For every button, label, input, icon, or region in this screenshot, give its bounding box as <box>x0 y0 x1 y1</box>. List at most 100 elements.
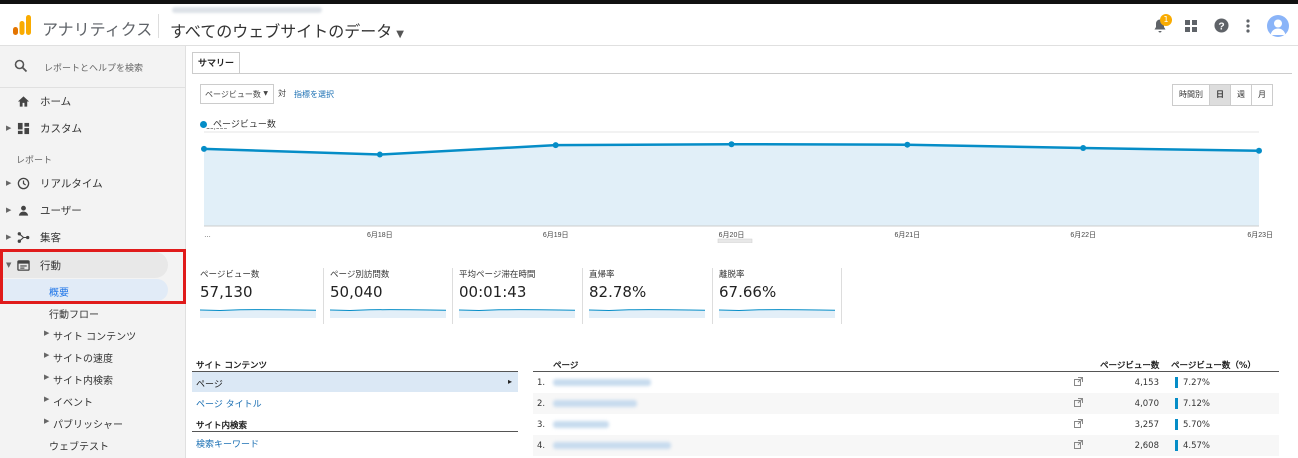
x-tick-label: … <box>204 232 211 239</box>
pageviews-chart: 10,0005,000…6月18日6月19日6月20日6月21日6月22日6月2… <box>201 128 1273 243</box>
sidebar-item-experiments[interactable]: ウェブテスト <box>0 433 186 455</box>
expand-arrow-icon: ▶ <box>6 179 12 187</box>
site-content-page-title-item[interactable]: ページ タイトル <box>192 392 518 412</box>
sidebar-item-behavior-flow[interactable]: 行動フロー <box>0 301 186 323</box>
x-tick-label: 6月18日 <box>367 231 393 239</box>
scorecard[interactable]: 平均ページ滞在時間 00:01:43 <box>459 268 585 324</box>
sidebar: レポートとヘルプを検索 ホーム ▶ カスタム レポート ▶ リアルタイム ▶ ユ… <box>0 46 186 458</box>
table-header-divider <box>533 371 1279 372</box>
scorecard-value: 00:01:43 <box>459 283 527 301</box>
account-name-blurred <box>172 7 322 13</box>
table-row[interactable]: 3. 3,257 5.70% <box>533 414 1279 435</box>
page-path-blurred[interactable] <box>553 379 651 386</box>
expand-arrow-icon: ▶ <box>44 417 50 425</box>
sidebar-item-label: ウェブテスト <box>49 442 109 453</box>
choose-metric-link[interactable]: 指標を選択 <box>294 90 334 99</box>
main-content: サマリー ページビュー数 ▼ 対 指標を選択 時間別 日 週 月 ページビュー数… <box>187 46 1298 458</box>
table-header-page: ページ <box>553 361 579 371</box>
scorecard-divider <box>841 268 842 324</box>
table-row[interactable]: 4. 2,608 4.57% <box>533 435 1279 456</box>
scorecard[interactable]: ページビュー数 57,130 <box>200 268 326 324</box>
expand-arrow-icon: ▶ <box>44 351 50 359</box>
data-point <box>904 141 911 148</box>
scorecard-value: 67.66% <box>719 283 777 301</box>
period-week-button[interactable]: 週 <box>1231 85 1252 105</box>
metric-select[interactable]: ページビュー数 ▼ <box>200 84 274 104</box>
period-hourly-button[interactable]: 時間別 <box>1173 85 1210 105</box>
caret-down-icon: ▼ <box>263 90 268 97</box>
scorecard[interactable]: 直帰率 82.78% <box>589 268 715 324</box>
apps-grid-icon[interactable] <box>1181 16 1201 36</box>
scorecard-divider <box>712 268 713 324</box>
scorecard-label: 離脱率 <box>719 270 745 280</box>
scorecard-sparkline <box>459 309 575 318</box>
scorecard-sparkline <box>200 309 316 318</box>
series-area <box>204 144 1259 226</box>
table-row[interactable]: 2. 4,070 7.12% <box>533 393 1279 414</box>
more-vert-icon[interactable] <box>1238 16 1258 36</box>
period-day-button[interactable]: 日 <box>1210 85 1231 105</box>
table-row[interactable]: 1. 4,153 7.27% <box>533 372 1279 393</box>
open-link-icon[interactable] <box>1074 377 1083 386</box>
site-content-divider <box>192 371 518 372</box>
expand-arrow-icon: ▶ <box>44 329 50 337</box>
home-icon <box>17 95 30 107</box>
sidebar-item-label: サイトの速度 <box>53 354 113 365</box>
site-search-keyword-link[interactable]: 検索キーワード <box>196 440 260 450</box>
scorecard[interactable]: ページ別訪問数 50,040 <box>330 268 456 324</box>
chart-resize-handle <box>717 238 753 243</box>
sidebar-item-events[interactable]: ▶ イベント <box>0 389 186 411</box>
sidebar-item-site-search[interactable]: ▶ サイト内検索 <box>0 367 186 389</box>
scorecard-sparkline <box>589 309 705 318</box>
sidebar-item-site-speed[interactable]: ▶ サイトの速度 <box>0 345 186 367</box>
scorecard-divider <box>323 268 324 324</box>
open-link-icon[interactable] <box>1074 419 1083 428</box>
header: アナリティクス すべてのウェブサイトのデータ ▼ 1 ? <box>0 4 1298 46</box>
row-pageviews: 4,070 <box>1134 399 1159 409</box>
y-tick-label: 10,000 <box>206 128 228 131</box>
sidebar-item-label: ユーザー <box>40 204 82 217</box>
data-point <box>552 142 559 149</box>
row-pct-bar <box>1175 377 1178 388</box>
table-header-pageviews: ページビュー数 <box>1100 361 1160 371</box>
page-path-blurred[interactable] <box>553 421 609 428</box>
open-link-icon[interactable] <box>1074 398 1083 407</box>
sidebar-item-acquisition[interactable]: ▶ 集客 <box>0 224 186 250</box>
sidebar-search[interactable]: レポートとヘルプを検索 <box>0 46 186 88</box>
row-pageviews: 2,608 <box>1134 441 1159 451</box>
open-link-icon[interactable] <box>1074 440 1083 449</box>
sidebar-item-label: 行動フロー <box>49 310 99 321</box>
site-content-page-item[interactable]: ページ ▸ <box>192 372 518 392</box>
sidebar-item-site-content[interactable]: ▶ サイト コンテンツ <box>0 323 186 345</box>
scorecard-sparkline <box>719 309 835 318</box>
avatar[interactable] <box>1267 15 1289 37</box>
sidebar-item-audience[interactable]: ▶ ユーザー <box>0 197 186 223</box>
expand-arrow-icon: ▶ <box>6 124 12 132</box>
row-pageviews: 4,153 <box>1134 378 1159 388</box>
page-path-blurred[interactable] <box>553 400 637 407</box>
row-index: 1. <box>537 378 546 388</box>
sidebar-item-behavior[interactable]: ▼ 行動 <box>0 252 168 278</box>
scorecard[interactable]: 離脱率 67.66% <box>719 268 845 324</box>
property-selector[interactable]: すべてのウェブサイトのデータ ▼ <box>170 18 404 42</box>
expand-arrow-icon: ▶ <box>44 395 50 403</box>
help-icon[interactable]: ? <box>1211 16 1231 36</box>
metric-select-value: ページビュー数 <box>205 90 261 99</box>
page-path-blurred[interactable] <box>553 442 671 449</box>
sidebar-item-behavior-overview[interactable]: 概要 <box>0 279 168 301</box>
sidebar-item-publisher[interactable]: ▶ パブリッシャー <box>0 411 186 433</box>
tab-summary[interactable]: サマリー <box>192 52 240 74</box>
row-pct-bar <box>1175 419 1178 430</box>
legend-label: ページビュー数 <box>213 120 276 130</box>
data-point <box>728 141 735 148</box>
sidebar-item-label: サイト コンテンツ <box>53 332 137 343</box>
period-month-button[interactable]: 月 <box>1252 85 1272 105</box>
chevron-right-icon: ▸ <box>507 377 512 386</box>
site-content-page-label: ページ <box>196 380 223 390</box>
site-content-page-title-link[interactable]: ページ タイトル <box>196 400 262 410</box>
sidebar-item-label: 概要 <box>49 288 69 299</box>
sidebar-item-custom[interactable]: ▶ カスタム <box>0 115 186 141</box>
site-search-keyword-item[interactable]: 検索キーワード <box>192 432 518 452</box>
sidebar-item-realtime[interactable]: ▶ リアルタイム <box>0 170 186 196</box>
sidebar-item-home[interactable]: ホーム <box>0 88 186 114</box>
